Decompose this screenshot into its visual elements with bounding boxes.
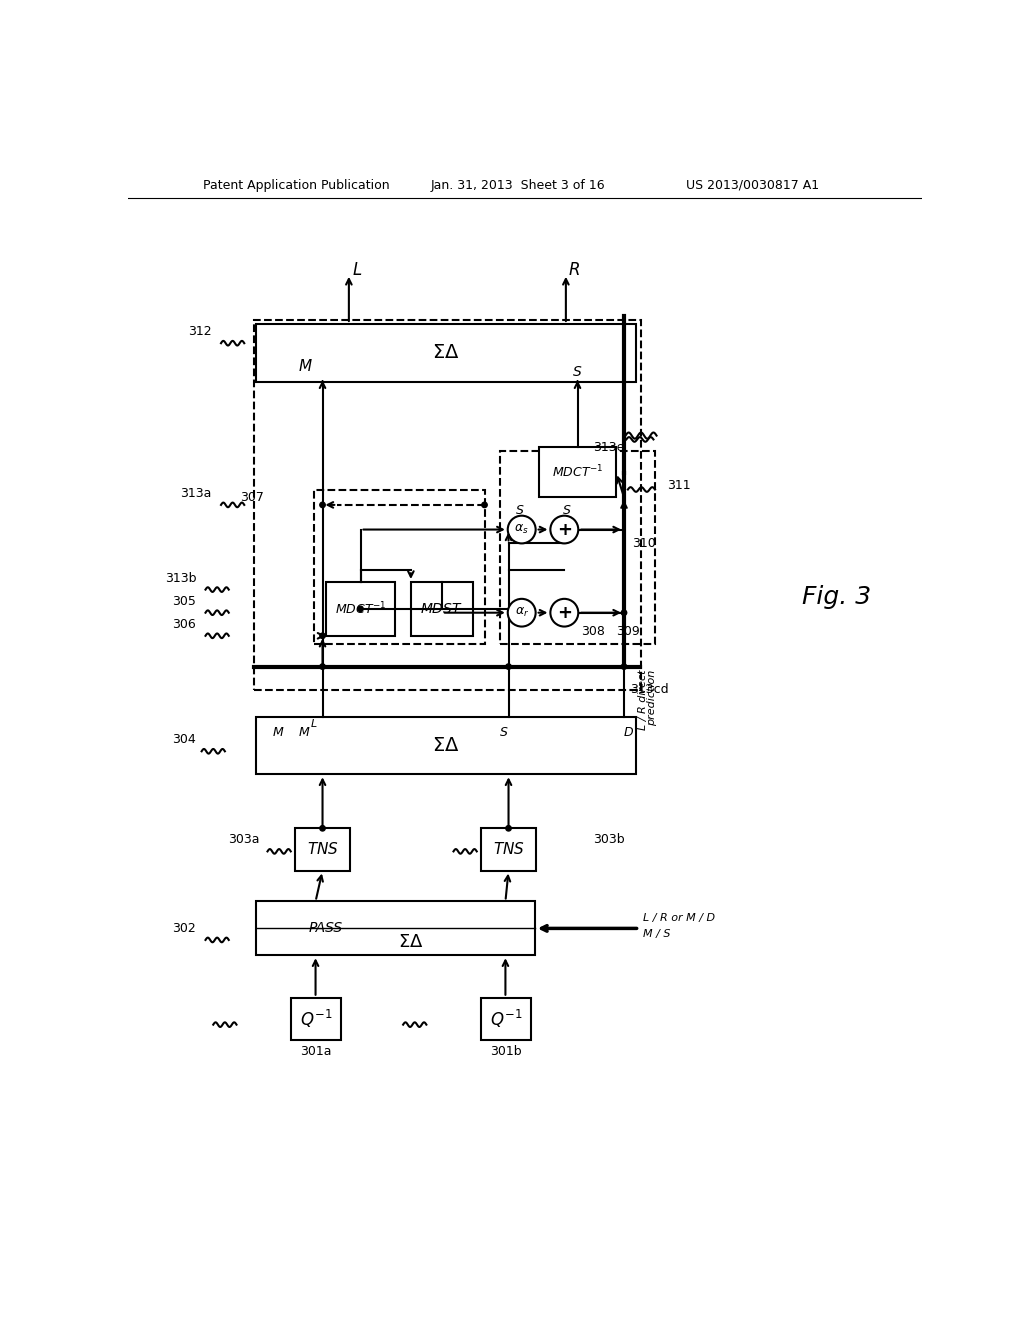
Text: 310: 310: [632, 537, 655, 550]
Text: M: M: [272, 726, 283, 739]
Text: M: M: [299, 726, 309, 739]
Text: 307: 307: [240, 491, 263, 504]
Text: 313b: 313b: [165, 572, 197, 585]
Text: $\Sigma\Delta$: $\Sigma\Delta$: [432, 737, 460, 755]
Circle shape: [550, 516, 579, 544]
Text: $MDCT^{-1}$: $MDCT^{-1}$: [335, 601, 386, 618]
Circle shape: [319, 502, 326, 508]
Circle shape: [319, 664, 326, 669]
Circle shape: [508, 599, 536, 627]
Text: S: S: [500, 726, 508, 739]
Text: 303b: 303b: [593, 833, 625, 846]
Text: PASS: PASS: [308, 921, 343, 936]
Text: 305: 305: [172, 594, 197, 607]
Text: D: D: [624, 726, 634, 739]
Bar: [256, 323, 636, 381]
Text: 313a: 313a: [180, 487, 212, 500]
Text: R: R: [568, 261, 580, 279]
Bar: [254, 321, 641, 689]
Text: 301a: 301a: [300, 1045, 332, 1059]
Text: 309: 309: [616, 626, 640, 639]
Text: 306: 306: [172, 618, 197, 631]
Circle shape: [622, 664, 627, 669]
Text: +: +: [557, 603, 571, 622]
Circle shape: [481, 502, 487, 508]
Text: 308: 308: [581, 626, 604, 639]
Text: 313e: 313e: [593, 441, 625, 454]
Text: L / R direct: L / R direct: [638, 669, 648, 730]
Text: $TNS$: $TNS$: [306, 841, 339, 858]
Text: US 2013/0030817 A1: US 2013/0030817 A1: [686, 178, 819, 191]
Text: S: S: [515, 504, 523, 517]
Text: L: L: [311, 719, 317, 730]
Text: $TNS$: $TNS$: [493, 841, 524, 858]
Bar: [411, 582, 473, 636]
Text: L: L: [352, 261, 362, 279]
Bar: [256, 717, 636, 775]
Circle shape: [506, 664, 511, 669]
Text: 302: 302: [172, 921, 197, 935]
Text: 303a: 303a: [228, 833, 260, 846]
Circle shape: [319, 825, 326, 832]
Bar: [480, 998, 531, 1040]
Circle shape: [506, 825, 511, 832]
Text: +: +: [557, 520, 571, 539]
Text: L / R or M / D: L / R or M / D: [643, 913, 716, 924]
Text: prediction: prediction: [647, 669, 657, 726]
Bar: [295, 829, 350, 871]
Text: $\Sigma\Delta$: $\Sigma\Delta$: [432, 343, 460, 362]
Text: S: S: [573, 366, 582, 379]
Text: 311: 311: [667, 479, 690, 492]
Bar: [500, 451, 655, 644]
Bar: [539, 447, 616, 498]
Text: S: S: [563, 504, 570, 517]
Text: 304: 304: [172, 733, 197, 746]
Text: $MDST$: $MDST$: [421, 602, 463, 616]
Text: $Q^{-1}$: $Q^{-1}$: [300, 1008, 332, 1030]
Circle shape: [550, 599, 579, 627]
Circle shape: [357, 606, 364, 611]
Circle shape: [319, 634, 326, 639]
Text: $\alpha_r$: $\alpha_r$: [514, 606, 528, 619]
Text: Fig. 3: Fig. 3: [802, 585, 871, 610]
Circle shape: [508, 516, 536, 544]
Text: $MDCT^{-1}$: $MDCT^{-1}$: [552, 463, 603, 480]
Bar: [291, 998, 341, 1040]
Text: 312: 312: [188, 325, 212, 338]
Bar: [256, 902, 535, 956]
Text: 313cd: 313cd: [630, 684, 669, 696]
Circle shape: [622, 610, 627, 615]
Bar: [314, 490, 484, 644]
Text: $\alpha_s$: $\alpha_s$: [514, 523, 529, 536]
Text: Jan. 31, 2013  Sheet 3 of 16: Jan. 31, 2013 Sheet 3 of 16: [430, 178, 605, 191]
Text: M / S: M / S: [643, 929, 671, 939]
Text: $\Sigma\Delta$: $\Sigma\Delta$: [398, 933, 424, 952]
Text: 301b: 301b: [489, 1045, 521, 1059]
Text: M: M: [299, 359, 311, 374]
Text: Patent Application Publication: Patent Application Publication: [203, 178, 390, 191]
Bar: [480, 829, 537, 871]
Text: $Q^{-1}$: $Q^{-1}$: [489, 1008, 522, 1030]
Bar: [326, 582, 395, 636]
